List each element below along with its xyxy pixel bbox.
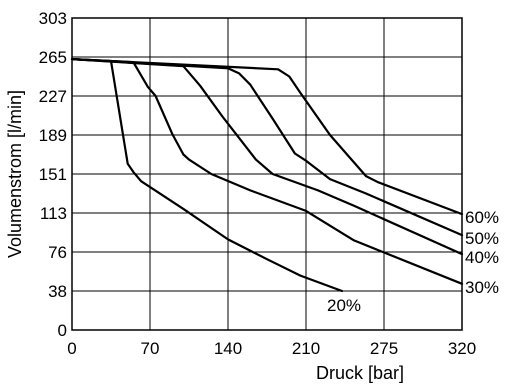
y-tick-label: 76 xyxy=(48,243,67,262)
y-axis-label: Volumenstrom [l/min] xyxy=(5,90,25,258)
plot-frame xyxy=(71,17,463,331)
series-label: 50% xyxy=(465,229,499,248)
series-lines xyxy=(70,58,464,293)
series-labels: 20% 30% 40%50% 60% xyxy=(327,208,499,315)
x-tick-label: 210 xyxy=(292,339,320,358)
y-tick-label: 189 xyxy=(39,126,67,145)
series-label: 40% xyxy=(465,248,499,267)
series-line xyxy=(70,58,464,237)
x-tick-label: 320 xyxy=(448,339,476,358)
x-tick-label: 275 xyxy=(370,339,398,358)
y-tick-label: 113 xyxy=(40,204,67,223)
y-tick-label: 303 xyxy=(39,9,67,28)
x-tick-label: 0 xyxy=(67,339,76,358)
series-label: 20% xyxy=(327,296,361,315)
series-line xyxy=(70,58,344,293)
series-label: 60% xyxy=(465,208,499,227)
x-tick-label: 140 xyxy=(214,339,242,358)
series-line xyxy=(70,58,464,216)
y-tick-label: 0 xyxy=(58,321,67,340)
series-label: 30% xyxy=(465,278,499,297)
series-line xyxy=(70,58,464,285)
y-tick-label: 265 xyxy=(39,48,67,67)
grid xyxy=(72,18,462,330)
y-tick-label: 38 xyxy=(48,282,67,301)
y-tick-label: 151 xyxy=(39,165,67,184)
x-axis-label: Druck [bar] xyxy=(316,363,404,383)
series-line xyxy=(70,58,464,256)
tick-labels: 0 70 140 210 275 320 0 38 76 113 151 189 227 265 303 xyxy=(39,9,477,358)
y-tick-label: 227 xyxy=(39,87,67,106)
x-tick-label: 70 xyxy=(141,339,160,358)
